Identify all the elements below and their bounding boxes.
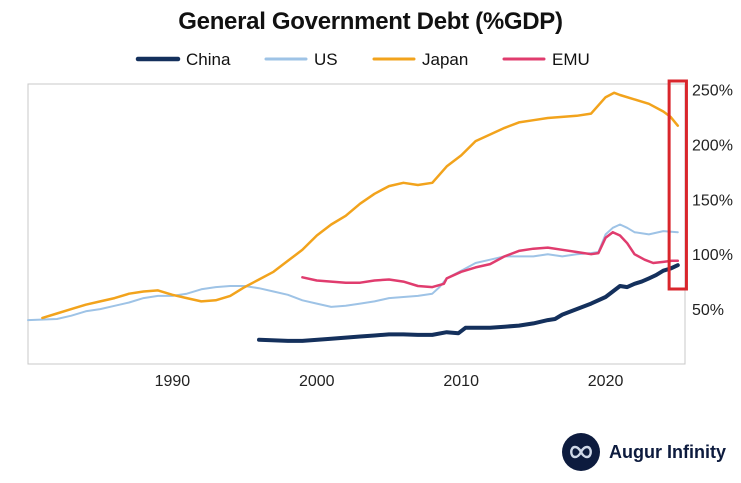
y-tick-label: 250% [692,82,733,99]
infinity-icon [562,433,600,471]
legend-label-china: China [186,50,231,69]
x-tick-label: 2020 [588,373,624,390]
legend-label-emu: EMU [552,50,590,69]
series-line-japan [41,91,680,320]
x-tick-label: 2000 [299,373,335,390]
brand-mark: Augur Infinity [562,432,726,472]
legend-label-us: US [314,50,338,69]
series-line-emu [301,230,680,289]
x-tick-label: 2010 [443,373,479,390]
chart-title: General Government Debt (%GDP) [178,8,563,35]
brand-name: Augur Infinity [609,441,726,462]
legend: China US Japan EMU [135,50,590,69]
infinity-glyph [570,445,592,459]
y-tick-label: 100% [692,247,733,264]
plot-area-frame [27,83,686,365]
legend-label-japan: Japan [422,50,468,69]
y-tick-label: 150% [692,192,733,209]
y-tick-label: 200% [692,137,733,154]
ticks-layer: 1990 2000 2010 2020 50% 100% 150% 200% 250% [155,82,733,390]
x-tick-label: 1990 [155,373,191,390]
latest-period-highlight-box [667,79,688,291]
series-layer [27,91,680,343]
y-tick-label: 50% [692,302,724,319]
series-line-china [257,263,680,343]
